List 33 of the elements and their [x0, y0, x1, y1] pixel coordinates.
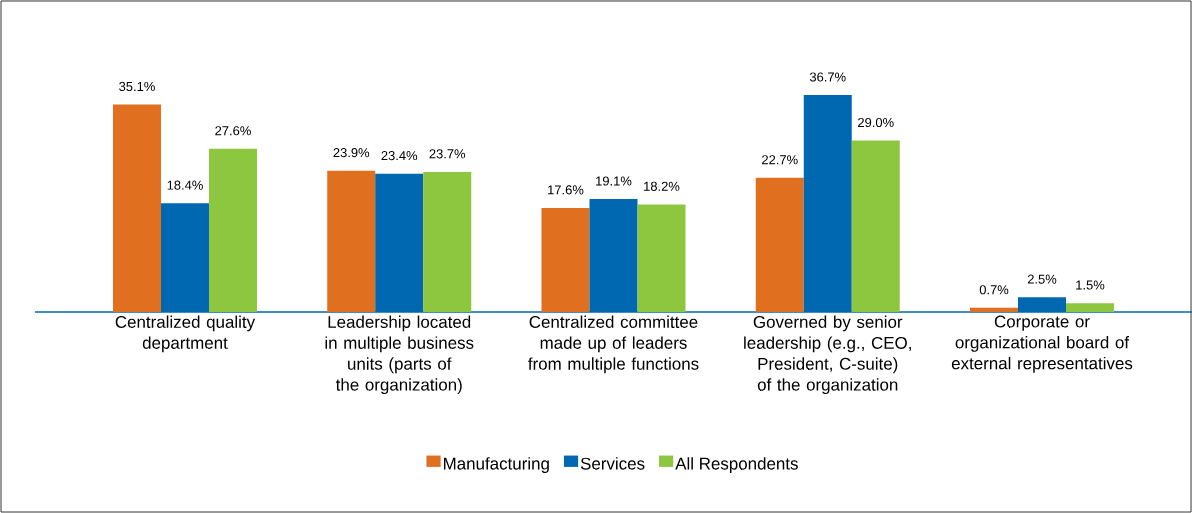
bar	[637, 204, 686, 312]
data-label: 17.6%	[548, 185, 584, 195]
data-label: 18.4%	[167, 180, 203, 190]
x-tick-label: Leadership located in multiple business units (parts of the organization)	[325, 315, 474, 395]
bar	[851, 140, 900, 312]
data-label: 27.6%	[215, 126, 251, 136]
data-label: 1.5%	[1076, 280, 1105, 290]
x-tick-label: Corporate or organizational board of external representatives	[951, 315, 1133, 373]
bar	[327, 170, 376, 312]
data-label: 23.7%	[429, 149, 466, 159]
bar	[541, 207, 590, 312]
bar	[1066, 303, 1115, 312]
data-label: 0.7%	[979, 285, 1009, 295]
bar	[208, 148, 257, 312]
bar	[755, 177, 804, 312]
data-label: 18.2%	[644, 181, 680, 191]
bar	[112, 104, 161, 312]
data-label: 23.4%	[381, 150, 418, 161]
data-label: 2.5%	[1027, 274, 1057, 284]
legend-label: All Respondents	[675, 457, 798, 473]
x-tick-label: Centralized committee made up of leaders from multiple functions	[528, 315, 699, 374]
data-label: 36.7%	[809, 72, 846, 82]
data-label: 22.7%	[762, 155, 798, 165]
bar	[970, 307, 1019, 312]
data-label: 23.9%	[333, 148, 370, 158]
legend-label: Manufacturing	[444, 457, 549, 473]
x-tick-label: Centralized quality department	[115, 315, 256, 353]
data-label: 19.1%	[596, 176, 632, 186]
data-label: 29.0%	[858, 117, 894, 128]
legend-label: Services	[580, 457, 645, 470]
data-label: 35.1%	[119, 81, 155, 92]
x-tick-label: Governed by senior leadership (e.g., CEO, President, C-suite) of the organization	[744, 315, 911, 395]
bar	[423, 171, 472, 312]
